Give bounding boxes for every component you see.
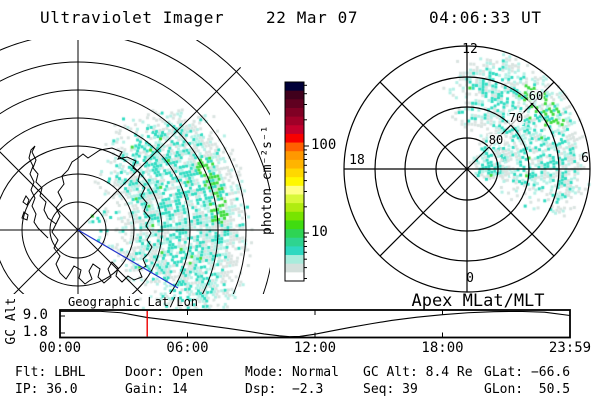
colorbar-band <box>285 133 304 143</box>
colorbar-band <box>285 142 304 152</box>
mlt-label: 12 <box>462 42 478 57</box>
status-field: GC Alt: 8.4 Re <box>363 365 473 380</box>
colorbar-band <box>285 159 304 169</box>
alt-tick-label: 1.8 <box>22 323 48 340</box>
colorbar-band <box>285 272 304 282</box>
header-time: 04:06:33 UT <box>429 8 542 27</box>
colorbar-band <box>285 116 304 126</box>
colorbar-band <box>285 90 304 100</box>
mlt-label: 6 <box>581 151 589 166</box>
mlt-label: 0 <box>466 271 474 286</box>
status-field: Gain: 14 <box>125 382 188 397</box>
time-tick-label: 23:59 <box>548 339 592 356</box>
status-field: GLat: −66.6 <box>484 365 571 380</box>
footpoint-line <box>77 229 179 289</box>
colorbar-band <box>285 151 304 161</box>
colorbar-tick-label: 100 <box>311 137 337 153</box>
status-field: Seq: 39 <box>363 382 418 397</box>
page-title: Ultraviolet Imager <box>40 8 225 27</box>
time-tick-label: 18:00 <box>421 339 464 356</box>
apex-plot-title: Apex MLat/MLT <box>411 291 545 311</box>
status-field: IP: 36.0 <box>15 382 78 397</box>
time-tick-label: 06:00 <box>166 339 209 356</box>
mlat-ring-label: 80 <box>487 133 505 148</box>
colorbar-band <box>285 220 304 230</box>
colorbar-band <box>285 125 304 135</box>
mlt-label: 18 <box>349 153 365 168</box>
colorbar-band <box>285 246 304 256</box>
colorbar-band <box>285 263 304 273</box>
colorbar-band <box>285 194 304 204</box>
colorbar-band <box>285 237 304 247</box>
header-date: 22 Mar 07 <box>266 8 359 27</box>
colorbar-band <box>285 107 304 118</box>
altitude-axis-label: GC Alt <box>3 297 19 345</box>
gc-altitude-curve <box>60 310 571 338</box>
geographic-plot-title: Geographic Lat/Lon <box>67 295 199 309</box>
status-field: Door: Open <box>125 365 204 380</box>
antarctica-coastline <box>51 147 153 285</box>
status-field: Dsp: −2.3 <box>245 382 324 397</box>
time-tick-label: 12:00 <box>293 339 337 356</box>
alt-tick-label: 9.0 <box>22 306 48 323</box>
time-tick-label: 00:00 <box>38 339 82 356</box>
colorbar-band <box>285 203 304 213</box>
colorbar-tick-label: 10 <box>311 224 328 240</box>
mlat-ring-label: 60 <box>527 89 545 104</box>
colorbar-band <box>285 177 304 187</box>
colorbar-band <box>285 255 304 265</box>
colorbar-band <box>285 82 304 92</box>
colorbar-band <box>285 211 304 221</box>
status-field: Flt: LBHL <box>15 365 86 380</box>
status-field: GLon: 50.5 <box>484 382 571 397</box>
colorbar-band <box>285 168 304 178</box>
colorbar-axis-label: photon cm⁻²s⁻¹ <box>259 125 275 235</box>
mlat-ring-label: 70 <box>507 111 525 126</box>
colorbar-band <box>285 99 304 109</box>
colorbar-band <box>285 185 304 195</box>
colorbar-band <box>285 229 304 239</box>
status-field: Mode: Normal <box>245 365 339 380</box>
